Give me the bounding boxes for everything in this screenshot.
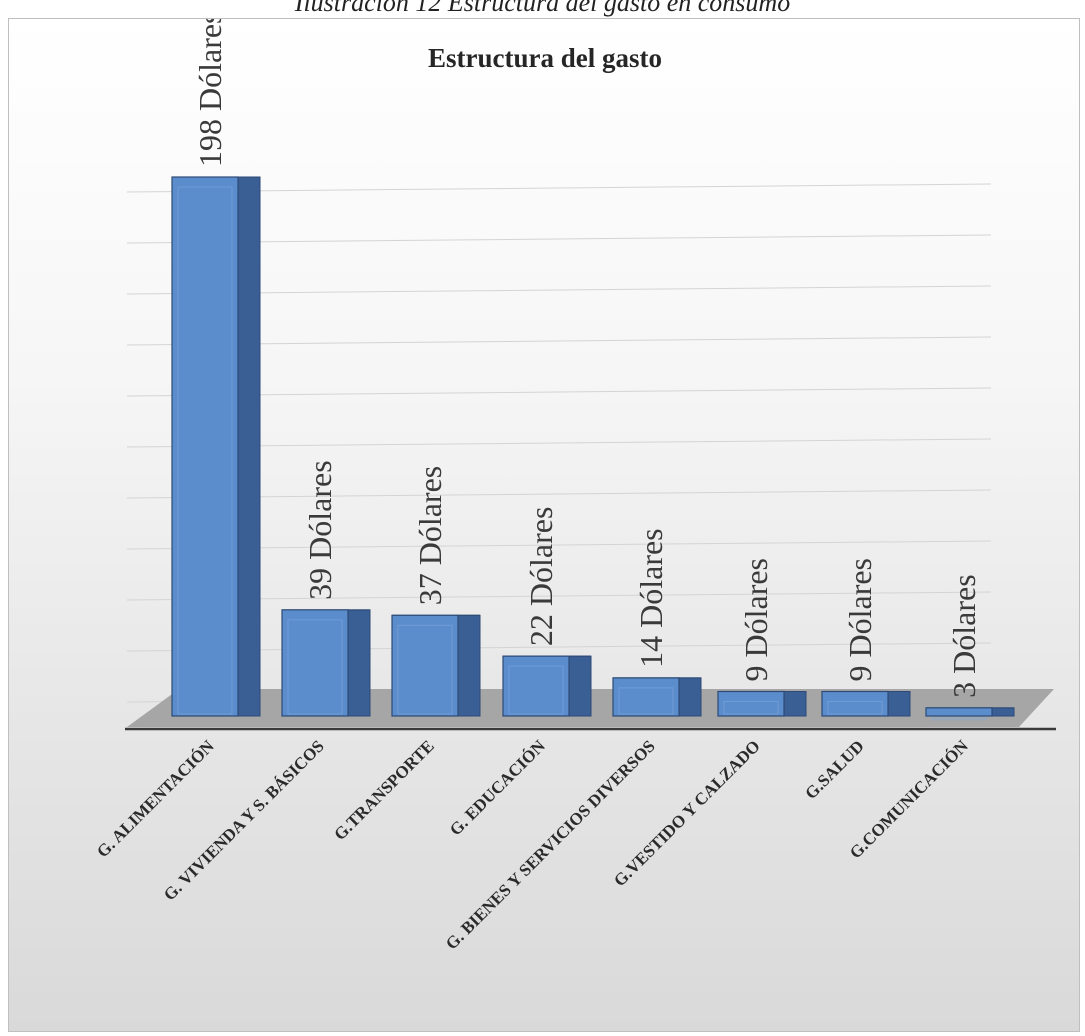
category-label-8: G.COMUNICACIÓN (846, 736, 972, 862)
value-label-8: 3 Dólares (946, 574, 982, 698)
value-label-7: 9 Dólares (842, 558, 878, 682)
value-label-4: 22 Dólares (523, 507, 559, 647)
bar-7 (821, 690, 911, 717)
bar-front (612, 677, 680, 717)
gridline (126, 183, 992, 193)
bar-side (237, 176, 261, 717)
bar-front (821, 690, 889, 717)
bar-side (678, 677, 702, 717)
bar-4 (502, 655, 592, 717)
category-label-1: G. ALIMENTACIÓN (93, 736, 218, 861)
gridline (126, 438, 992, 448)
value-labels: 198 Dólares 39 Dólares 37 Dólares 22 Dólare… (192, 19, 982, 698)
value-label-2: 39 Dólares (302, 460, 338, 600)
value-label-5: 14 Dólares (633, 528, 669, 668)
bar-highlight (397, 624, 453, 715)
bar-8 (925, 707, 1015, 721)
bar-front (391, 614, 459, 717)
value-label-3: 37 Dólares (412, 466, 448, 606)
bar-highlight (931, 717, 987, 721)
bar-side (887, 691, 911, 717)
bar-3 (391, 614, 481, 717)
bar-6 (717, 690, 807, 717)
gridline (126, 285, 992, 295)
bar-front (171, 176, 239, 717)
value-label-1: 198 Dólares (192, 19, 228, 167)
gridline (126, 642, 992, 652)
bar-highlight (723, 701, 779, 715)
bar-2 (281, 609, 371, 717)
category-label-7: G.SALUD (801, 736, 868, 803)
bar-front (717, 690, 785, 717)
bar-5 (612, 677, 702, 717)
gridline (126, 540, 992, 550)
gridline (126, 234, 992, 244)
category-label-4: G. EDUCACIÓN (446, 736, 549, 839)
bar-front (281, 609, 349, 717)
value-label-6: 9 Dólares (738, 558, 774, 682)
bar-chart: 198 Dólares 39 Dólares 37 Dólares 22 Dólare… (93, 19, 1056, 953)
bar-highlight (287, 619, 343, 715)
gridline (126, 591, 992, 601)
chart-title: Estructura del gasto (428, 43, 662, 73)
bar-highlight (177, 186, 233, 715)
gridline (126, 489, 992, 499)
bar-side (991, 707, 1015, 717)
bar-highlight (827, 701, 883, 715)
bar-side (457, 614, 481, 717)
chart-area: Estructura del gasto 198 Dólares 39 Dólar… (8, 18, 1080, 1032)
bar-highlight (618, 687, 674, 715)
bar-1 (171, 176, 261, 717)
bar-side (783, 691, 807, 717)
figure-caption: Ilustración 12 Estructura del gasto en c… (294, 0, 791, 17)
bars (171, 176, 1015, 721)
bar-front (925, 707, 993, 717)
bar-side (347, 609, 371, 717)
bar-side (568, 655, 592, 717)
bar-highlight (508, 665, 564, 715)
category-label-3: G.TRANSPORTE (330, 736, 438, 844)
gridline (126, 336, 992, 346)
bar-front (502, 655, 570, 717)
gridline (126, 387, 992, 397)
category-label-5: G. BIENES Y SERVICIOS DIVERSOS (442, 736, 659, 953)
